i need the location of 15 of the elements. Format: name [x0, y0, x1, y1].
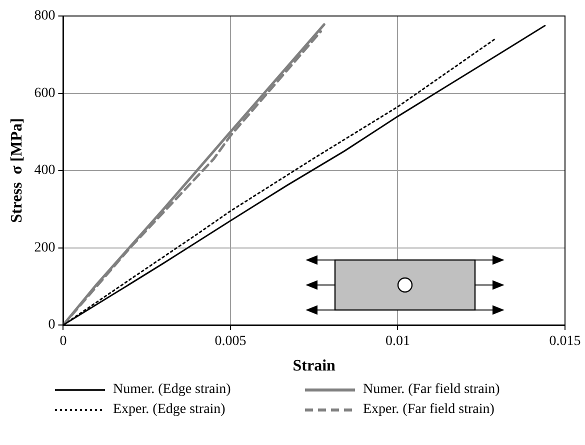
legend-label: Numer. (Far field strain) [363, 382, 500, 398]
y-tick-label: 200 [34, 240, 56, 256]
y-tick-label: 800 [34, 8, 56, 24]
x-tick-label: 0 [60, 334, 67, 350]
x-tick-label: 0.015 [549, 334, 581, 350]
y-tick-label: 0 [48, 318, 56, 333]
legend-label: Exper. (Edge strain) [113, 402, 226, 418]
y-tick-label: 400 [34, 163, 56, 178]
x-tick-label: 0.01 [385, 334, 410, 350]
x-axis-title: Strain [292, 358, 336, 375]
legend-label: Numer. (Edge strain) [113, 382, 231, 398]
legend-label: Exper. (Far field strain) [363, 402, 494, 418]
y-axis-title: Stress σ [MPa] [8, 118, 26, 223]
y-tick-label: 600 [34, 86, 56, 101]
x-tick-label: 0.005 [214, 334, 246, 350]
